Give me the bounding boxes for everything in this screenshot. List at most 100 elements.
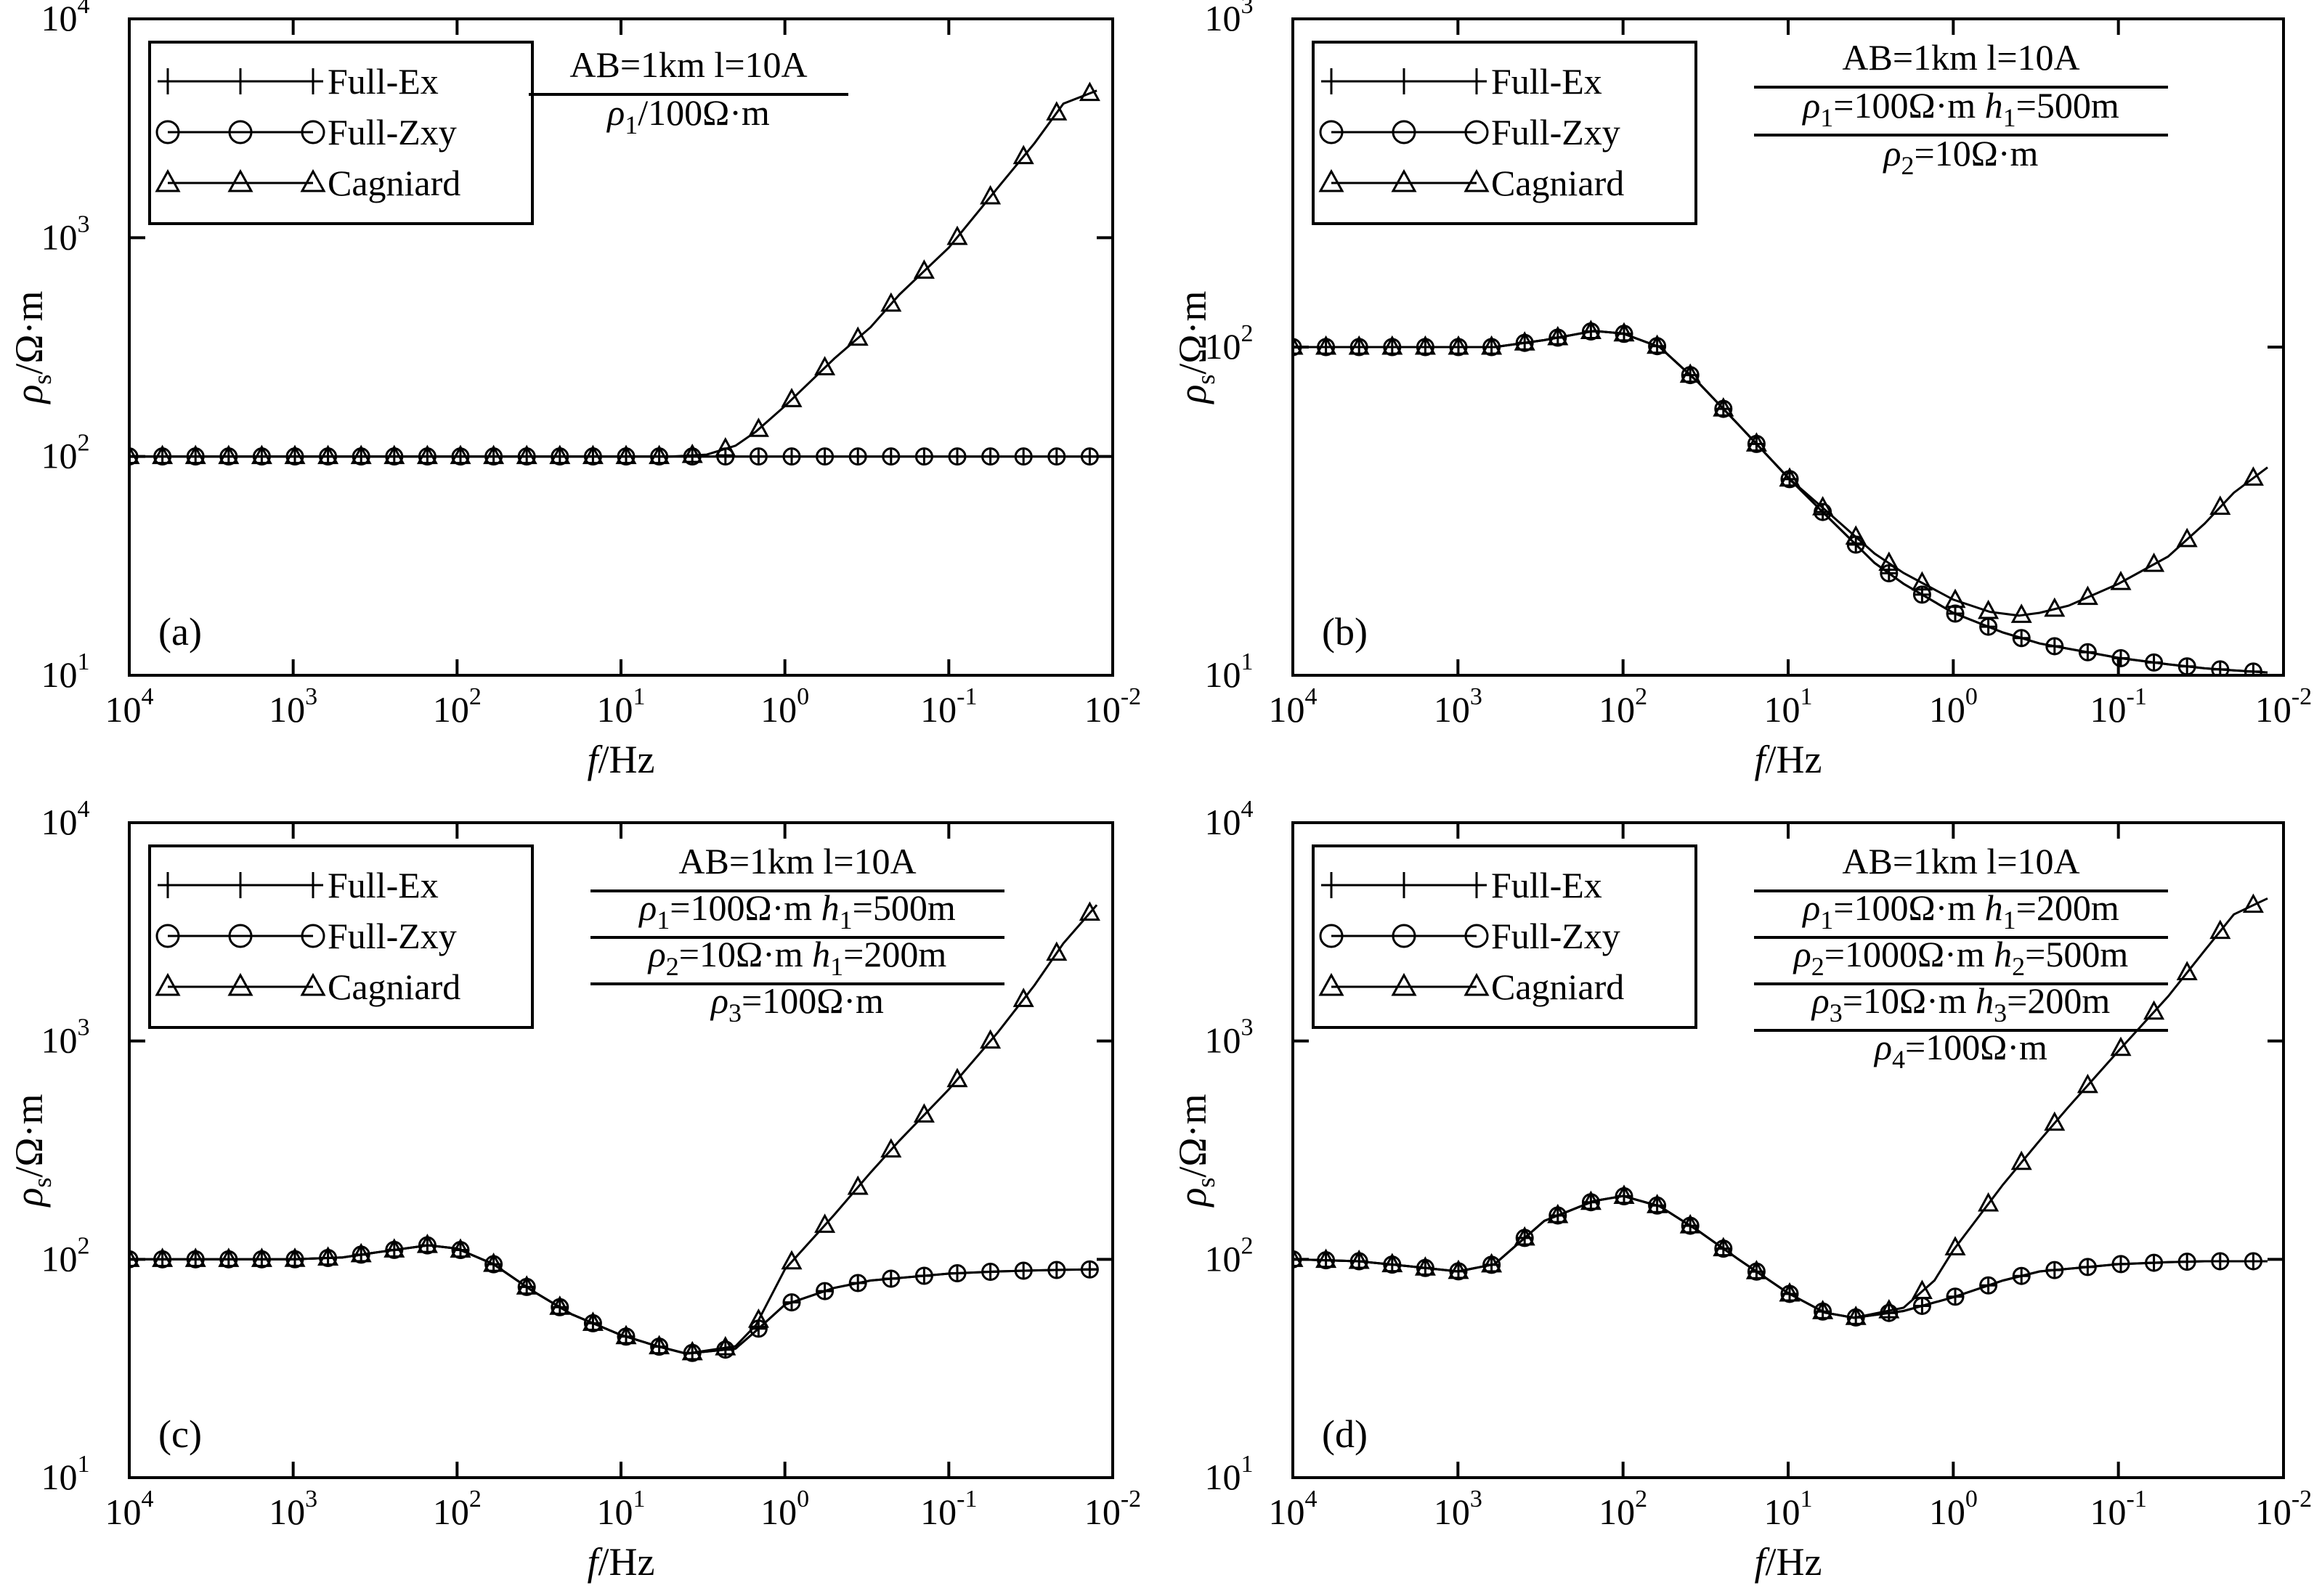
plus-marker <box>1321 68 1341 94</box>
x-tick-label: 102 <box>433 683 482 730</box>
triangle-marker <box>1414 335 1436 355</box>
legend-label: Full-Ex <box>328 865 439 905</box>
triangle-marker <box>649 444 670 465</box>
x-tick-label: 102 <box>433 1486 482 1532</box>
triangle-marker <box>2044 597 2066 617</box>
triangle-marker <box>715 1335 736 1356</box>
axes-frame <box>1291 821 2285 1479</box>
model-layer-4: ρ3=10Ω·m h3=200m <box>1811 980 2111 1027</box>
plus-marker <box>303 68 323 94</box>
circle-marker <box>228 120 253 144</box>
model-layer-1: AB=1km l=10A <box>569 44 807 85</box>
triangle-marker <box>781 388 803 407</box>
circle-marker <box>1880 564 1899 583</box>
x-tick-label: 103 <box>269 1486 317 1532</box>
triangle-marker <box>1580 319 1602 340</box>
series-line-full-zxy <box>129 1244 1097 1355</box>
plus-marker <box>1394 872 1414 898</box>
model-layer-2: ρ1=100Ω·m h1=200m <box>1801 887 2119 935</box>
triangle-marker <box>152 1247 174 1267</box>
triangle-marker <box>350 444 372 465</box>
y-tick-label: 104 <box>1205 796 1254 842</box>
plus-marker <box>158 68 178 94</box>
legend-label: Cagniard <box>1491 966 1624 1007</box>
triangle-marker <box>1679 1213 1701 1234</box>
circle-marker <box>228 924 253 948</box>
circle-marker <box>981 447 1000 466</box>
circle-marker <box>816 447 835 466</box>
y-tick-label: 103 <box>1205 0 1254 38</box>
circle-marker <box>155 120 180 144</box>
triangle-marker <box>1315 335 1337 355</box>
triangle-marker <box>251 1247 272 1267</box>
triangle-marker <box>1293 335 1304 355</box>
circle-marker <box>882 1269 901 1288</box>
triangle-marker <box>300 972 326 996</box>
x-tick-label: 103 <box>269 683 317 730</box>
x-tick-label: 10-1 <box>920 1486 977 1532</box>
series-group <box>1293 893 2268 1327</box>
triangle-marker <box>747 1308 769 1328</box>
circle-marker <box>914 447 933 466</box>
model-layer-5: ρ4=100Ω·m <box>1873 1027 2047 1074</box>
legend-label: Full-Zxy <box>1491 916 1620 956</box>
triangle-marker <box>2242 893 2264 913</box>
x-tick-label: 101 <box>1764 683 1813 730</box>
triangle-marker <box>218 1247 240 1267</box>
x-tick-label: 104 <box>1269 683 1318 730</box>
x-tick-label: 101 <box>597 683 646 730</box>
triangle-marker <box>284 444 306 465</box>
x-tick-label: 10-2 <box>1084 1486 1141 1532</box>
triangle-marker <box>880 292 902 312</box>
triangle-marker <box>913 1103 935 1123</box>
x-tick-label: 103 <box>1434 1486 1482 1532</box>
x-tick-label: 100 <box>760 1486 809 1532</box>
triangle-marker <box>880 1138 902 1158</box>
triangle-marker <box>1448 335 1469 355</box>
circle-marker <box>2078 643 2097 661</box>
series-group <box>129 901 1100 1362</box>
circle-marker <box>914 1266 933 1285</box>
legend-label: Full-Zxy <box>328 112 457 152</box>
triangle-marker <box>2176 527 2198 547</box>
circle-marker <box>2211 1252 2230 1271</box>
x-tick-label: 100 <box>1929 683 1978 730</box>
panel-label: (c) <box>158 1412 202 1456</box>
triangle-marker <box>218 444 240 465</box>
legend-label: Full-Ex <box>1491 61 1602 102</box>
circle-marker <box>2012 629 2031 648</box>
triangle-marker <box>1448 1259 1469 1279</box>
x-tick-label: 101 <box>597 1486 646 1532</box>
triangle-marker <box>1845 525 1867 545</box>
triangle-marker <box>1845 1306 1867 1325</box>
plus-marker <box>303 872 323 898</box>
triangle-marker <box>2010 1150 2032 1170</box>
circle-marker <box>2045 1261 2064 1279</box>
triangle-marker <box>715 436 736 457</box>
triangle-marker <box>615 1324 637 1345</box>
series-group <box>1293 319 2268 675</box>
x-tick-label: 10-1 <box>2090 683 2147 730</box>
triangle-marker <box>227 168 253 192</box>
chart-panel-b: 104 103 102 101 100 10-1 10-2 101 102 103 f/Hz ρs/Ω… <box>1171 0 2312 781</box>
circle-marker <box>816 1282 835 1300</box>
chart-panel-c: 104 103 102 101 100 10-1 10-2 101 102 103 104 f/Hz ρ… <box>7 796 1141 1584</box>
triangle-marker <box>483 444 505 465</box>
triangle-marker <box>129 1247 140 1267</box>
circle-marker <box>2145 653 2164 672</box>
circle-marker <box>1912 585 1931 604</box>
triangle-marker <box>946 1067 968 1088</box>
circle-marker <box>848 1274 867 1292</box>
triangle-marker <box>416 444 438 465</box>
y-axis-label: ρs/Ω·m <box>1171 290 1220 404</box>
x-tick-label: 101 <box>1764 1486 1813 1532</box>
series-line-cagniard <box>1293 330 2268 617</box>
legend-label: Full-Zxy <box>328 916 457 956</box>
triangle-marker <box>615 444 637 465</box>
triangle-marker <box>416 1233 438 1253</box>
triangle-marker <box>1464 168 1490 192</box>
x-tick-label: 104 <box>105 1486 154 1532</box>
triangle-marker <box>1978 1192 2000 1212</box>
axes-frame <box>1291 17 2285 677</box>
